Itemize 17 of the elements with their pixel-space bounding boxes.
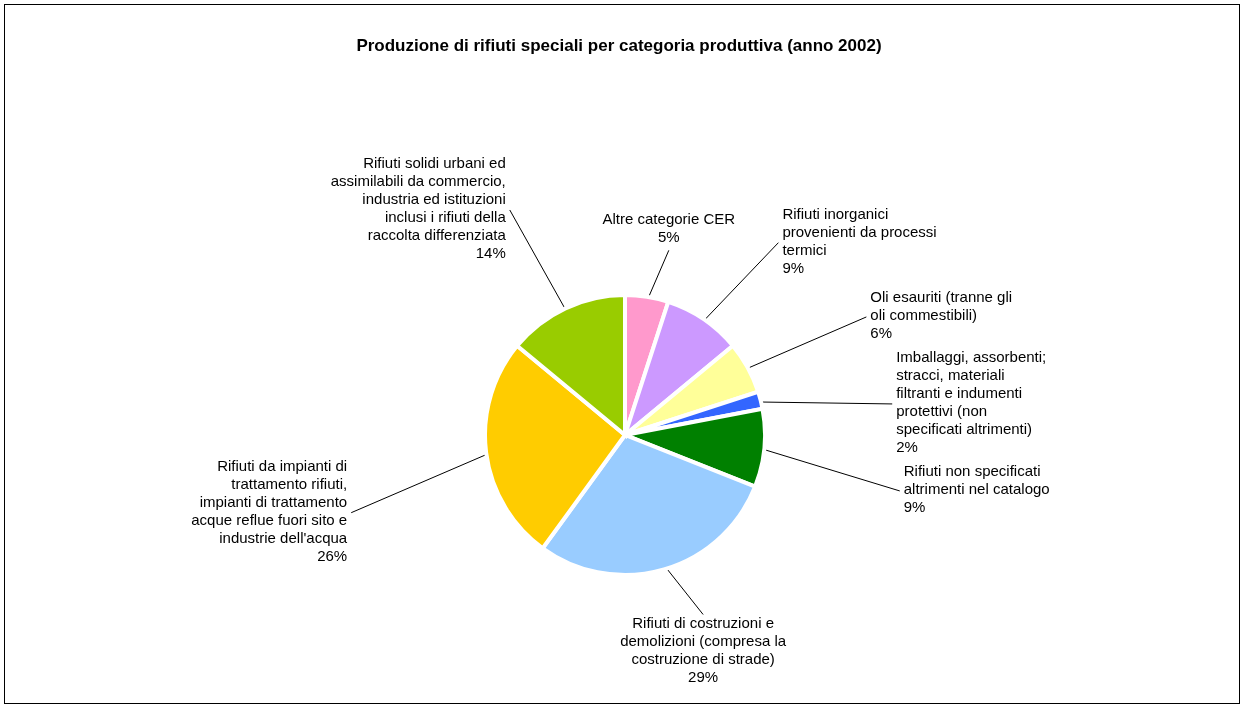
slice-label: Rifiuti di costruzioni e demolizioni (compresa la costruzione di strade) <box>620 614 787 668</box>
data-label: 6% <box>870 323 893 341</box>
data-label: 26% <box>317 546 348 564</box>
data-label: 5% <box>657 228 680 246</box>
slice-label: Rifiuti solidi urbani ed assimilabili da commercio, industria ed istituzioni inclusi i rifiuti della raccolta differenziata <box>330 153 507 243</box>
slice-label: Rifiuti non specificati altrimenti nel catalogo <box>903 461 1050 497</box>
slice-label: Altre categorie CER <box>602 210 736 228</box>
slice-label: Imballaggi, assorbenti; stracci, materiali filtranti e indumenti protettivi (non specificati altrimenti) <box>896 347 1047 437</box>
data-label: 2% <box>896 437 918 455</box>
chart-title: Produzione di rifiuti speciali per categoria produttiva (anno 2002) <box>356 36 882 55</box>
data-label: 9% <box>903 497 926 515</box>
slice-label: Rifiuti inorganici provenienti da processi termici <box>782 204 937 258</box>
data-label: 9% <box>782 258 805 276</box>
data-label: 14% <box>475 243 506 261</box>
data-label: 29% <box>688 668 719 686</box>
slice-label: Rifiuti da impianti di trattamento rifiuti, impianti di trattamento acque reflue fuori sito e industrie dell'acqua <box>191 456 348 546</box>
slice-label: Oli esauriti (tranne gli oli commestibili) <box>870 287 1013 323</box>
